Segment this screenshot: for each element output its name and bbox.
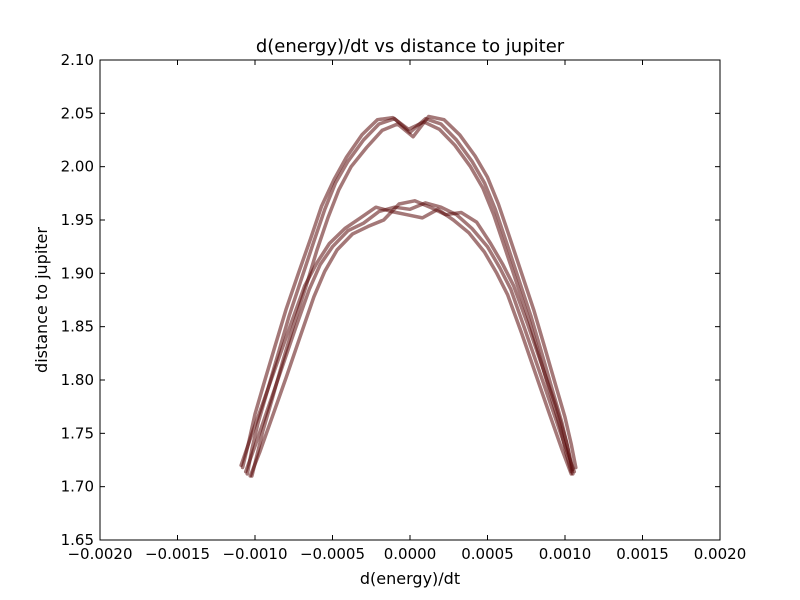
x-tick-label: 0.0005 <box>461 545 514 563</box>
series-line-6 <box>239 205 573 476</box>
y-axis-label: distance to jupiter <box>32 227 51 373</box>
x-tick-label: −0.0010 <box>222 545 287 563</box>
x-tick-label: 0.0000 <box>384 545 437 563</box>
y-tick-label: 2.05 <box>61 104 94 122</box>
y-axis: 1.65 1.70 1.75 1.80 1.85 1.90 1.95 2.00 2.05 2.10 <box>61 51 720 549</box>
series-line-2 <box>240 115 573 474</box>
chart-title: d(energy)/dt vs distance to jupiter <box>256 36 565 57</box>
x-tick-label: −0.0005 <box>300 545 365 563</box>
y-tick-label: 1.90 <box>61 264 94 282</box>
y-tick-label: 1.95 <box>61 211 94 229</box>
x-axis: −0.0020 −0.0015 −0.0010 −0.0005 0.0000 0.0005… <box>67 60 746 563</box>
y-tick-label: 2.10 <box>61 51 94 69</box>
series-line-3 <box>250 114 578 478</box>
x-tick-label: −0.0015 <box>145 545 210 563</box>
y-tick-label: 1.80 <box>61 371 94 389</box>
series-line-5 <box>248 199 575 478</box>
x-axis-label: d(energy)/dt <box>360 569 460 588</box>
y-tick-label: 2.00 <box>61 158 94 176</box>
x-tick-label: 0.0015 <box>616 545 669 563</box>
x-tick-label: 0.0020 <box>694 545 747 563</box>
y-tick-label: 1.85 <box>61 318 94 336</box>
y-tick-label: 1.75 <box>61 424 94 442</box>
y-tick-label: 1.65 <box>61 531 94 549</box>
y-tick-label: 1.70 <box>61 478 94 496</box>
series-layer <box>239 114 578 478</box>
x-tick-label: −0.0020 <box>67 545 132 563</box>
series-line-4 <box>243 201 577 474</box>
x-tick-label: 0.0010 <box>539 545 592 563</box>
